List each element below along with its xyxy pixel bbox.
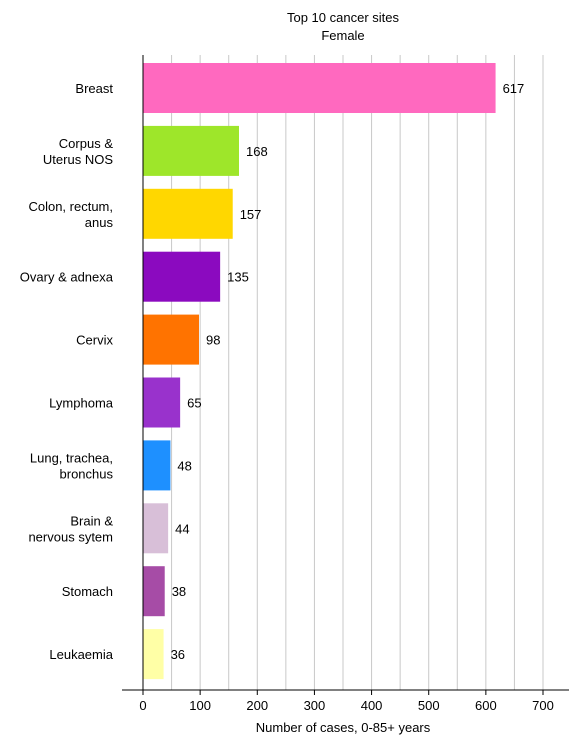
bar	[143, 629, 164, 680]
category-label: Ovary & adnexa	[20, 270, 114, 285]
chart-title: Top 10 cancer sites	[287, 10, 400, 25]
chart-subtitle: Female	[321, 28, 364, 43]
category-label: Corpus & Uterus NOS	[43, 136, 113, 167]
bar	[143, 125, 239, 176]
category-label: Stomach	[62, 584, 113, 599]
x-tick-label: 300	[304, 698, 326, 713]
x-tick-label: 600	[475, 698, 497, 713]
data-label: 44	[175, 521, 189, 536]
x-tick-label: 400	[361, 698, 383, 713]
bar	[143, 377, 181, 428]
bar	[143, 566, 165, 617]
x-tick-label: 700	[532, 698, 554, 713]
data-label: 98	[206, 333, 220, 348]
category-label: Cervix	[76, 333, 113, 348]
data-label: 617	[503, 81, 525, 96]
category-label: Brain & nervous sytem	[28, 513, 113, 544]
x-axis-label: Number of cases, 0-85+ years	[256, 720, 431, 735]
x-tick-label: 200	[246, 698, 268, 713]
data-label: 157	[240, 207, 262, 222]
category-label: Leukaemia	[49, 647, 113, 662]
data-label: 135	[227, 270, 249, 285]
data-label: 48	[177, 458, 191, 473]
category-labels: Breast Corpus & Uterus NOS Colon, rectum, an…	[20, 81, 114, 662]
bar	[143, 251, 221, 302]
bar	[143, 503, 169, 554]
bar	[143, 188, 233, 239]
bar	[143, 440, 171, 491]
category-label: Colon, rectum, anus	[28, 199, 113, 230]
data-label: 65	[187, 396, 201, 411]
x-tick-label: 0	[139, 698, 146, 713]
bar	[143, 314, 199, 365]
grid-lines	[171, 55, 544, 690]
value-labels: 617 168 157 135 98 65 48 44 38 36	[171, 81, 525, 662]
x-tick-label: 100	[189, 698, 211, 713]
data-label: 36	[171, 647, 185, 662]
category-label: Breast	[75, 81, 113, 96]
data-label: 168	[246, 144, 268, 159]
bar	[143, 63, 496, 113]
category-label: Lymphoma	[49, 396, 114, 411]
data-label: 38	[172, 584, 186, 599]
x-tick-label: 500	[418, 698, 440, 713]
bars	[143, 63, 496, 680]
category-label: Lung, trachea, bronchus	[30, 450, 114, 481]
x-axis: 0 100 200 300 400 500 600 700	[122, 55, 569, 713]
